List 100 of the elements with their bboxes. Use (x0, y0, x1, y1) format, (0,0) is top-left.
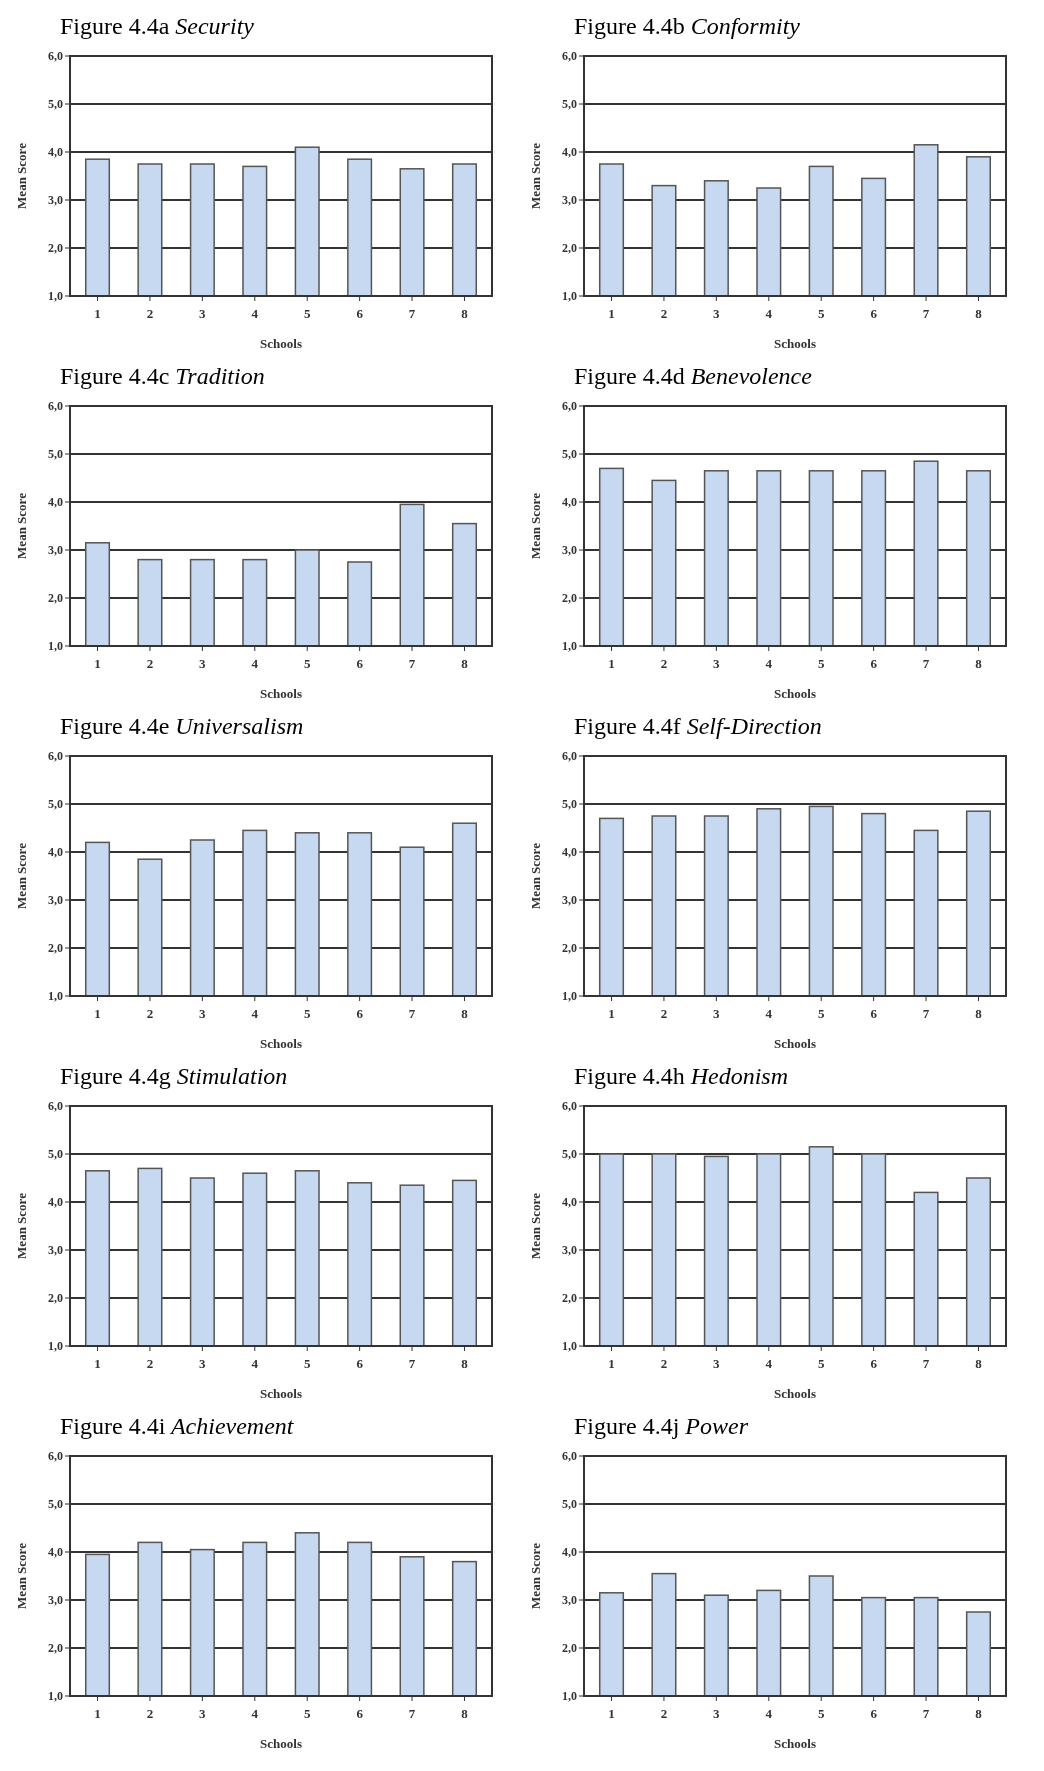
x-tick-label: 1 (608, 1006, 615, 1021)
x-tick-label: 8 (975, 1006, 983, 1021)
x-tick-label: 5 (817, 1006, 825, 1021)
x-tick-label: 2 (660, 306, 668, 321)
y-tick-label: 3,0 (562, 893, 577, 908)
x-tick-label: 7 (408, 656, 416, 671)
x-tick-label: 6 (870, 1706, 878, 1721)
y-tick-label: 3,0 (48, 193, 63, 208)
x-tick-label: 1 (608, 306, 615, 321)
y-tick-label: 2,0 (48, 1291, 63, 1306)
x-tick-label: 3 (713, 1706, 721, 1721)
x-tick-label: 5 (817, 306, 825, 321)
y-tick-label: 4,0 (48, 845, 63, 860)
x-tick-label: 8 (975, 656, 983, 671)
y-tick-label: 4,0 (48, 1195, 63, 1210)
x-tick-label: 2 (660, 656, 668, 671)
y-tick-label: 2,0 (562, 1641, 577, 1656)
chart-title: Figure 4.4g Stimulation (60, 1063, 288, 1089)
x-tick-label: 2 (660, 1006, 668, 1021)
x-tick-label: 5 (817, 656, 825, 671)
x-tick-label: 3 (199, 656, 207, 671)
x-tick-label: 7 (922, 1356, 930, 1371)
y-tick-label: 3,0 (562, 1593, 577, 1608)
x-tick-label: 6 (356, 1356, 364, 1371)
y-axis-title: Mean Score (528, 492, 543, 559)
chart-title: Figure 4.4f Self-Direction (574, 713, 822, 739)
x-tick-label: 4 (765, 306, 773, 321)
x-tick-label: 6 (356, 1006, 364, 1021)
y-tick-label: 2,0 (48, 1641, 63, 1656)
x-tick-label: 4 (251, 1706, 259, 1721)
x-tick-label: 2 (146, 1706, 154, 1721)
x-tick-label: 8 (975, 1706, 983, 1721)
y-tick-label: 6,0 (48, 399, 63, 414)
chart-title: Figure 4.4h Hedonism (574, 1063, 788, 1089)
y-tick-label: 1,0 (562, 1689, 577, 1704)
x-tick-label: 2 (146, 1006, 154, 1021)
y-tick-label: 1,0 (562, 989, 577, 1004)
x-tick-label: 7 (408, 1706, 416, 1721)
y-axis-title: Mean Score (528, 142, 543, 209)
x-axis-title: Schools (260, 1036, 302, 1051)
chart-title: Figure 4.4i Achievement (60, 1413, 295, 1439)
y-tick-label: 5,0 (562, 1147, 577, 1162)
y-tick-label: 2,0 (562, 591, 577, 606)
x-tick-label: 7 (922, 306, 930, 321)
x-tick-label: 6 (356, 1706, 364, 1721)
x-tick-label: 6 (870, 1356, 878, 1371)
y-tick-label: 1,0 (562, 1339, 577, 1354)
x-tick-label: 7 (922, 1006, 930, 1021)
chart-title: Figure 4.4a Security (60, 13, 255, 39)
y-tick-label: 5,0 (562, 447, 577, 462)
y-tick-label: 4,0 (562, 1545, 577, 1560)
x-tick-label: 1 (94, 1706, 101, 1721)
x-axis-title: Schools (774, 1386, 816, 1401)
y-tick-label: 2,0 (562, 941, 577, 956)
y-tick-label: 1,0 (48, 639, 63, 654)
x-tick-label: 6 (870, 656, 878, 671)
x-tick-label: 2 (660, 1356, 668, 1371)
x-tick-label: 2 (146, 1356, 154, 1371)
x-tick-label: 4 (765, 1356, 773, 1371)
y-axis-title: Mean Score (14, 1542, 29, 1609)
chart-title: Figure 4.4b Conformity (574, 13, 801, 39)
x-tick-label: 5 (303, 1356, 311, 1371)
y-tick-label: 1,0 (48, 989, 63, 1004)
x-tick-label: 1 (608, 1706, 615, 1721)
y-tick-label: 6,0 (48, 1449, 63, 1464)
x-tick-label: 5 (817, 1356, 825, 1371)
y-tick-label: 1,0 (562, 289, 577, 304)
x-tick-label: 4 (765, 1706, 773, 1721)
x-tick-label: 5 (303, 1706, 311, 1721)
x-tick-label: 1 (94, 656, 101, 671)
x-tick-label: 8 (461, 1006, 469, 1021)
y-tick-label: 4,0 (48, 145, 63, 160)
y-tick-label: 3,0 (562, 1243, 577, 1258)
x-axis-title: Schools (774, 686, 816, 701)
y-tick-label: 1,0 (48, 1689, 63, 1704)
x-tick-label: 8 (461, 1706, 469, 1721)
x-axis-title: Schools (260, 336, 302, 351)
y-tick-label: 5,0 (48, 97, 63, 112)
x-tick-label: 8 (461, 306, 469, 321)
x-tick-label: 6 (870, 306, 878, 321)
y-tick-label: 2,0 (48, 941, 63, 956)
y-axis-title: Mean Score (14, 142, 29, 209)
x-tick-label: 3 (199, 1706, 207, 1721)
y-tick-label: 1,0 (48, 289, 63, 304)
y-tick-label: 5,0 (48, 797, 63, 812)
y-tick-label: 5,0 (562, 797, 577, 812)
x-tick-label: 6 (870, 1006, 878, 1021)
x-tick-label: 3 (713, 656, 721, 671)
y-tick-label: 3,0 (48, 1593, 63, 1608)
x-tick-label: 8 (975, 1356, 983, 1371)
y-tick-label: 2,0 (562, 1291, 577, 1306)
y-axis-title: Mean Score (14, 492, 29, 559)
x-tick-label: 1 (94, 1356, 101, 1371)
x-tick-label: 3 (199, 1356, 207, 1371)
x-tick-label: 4 (251, 1356, 259, 1371)
chart-title: Figure 4.4d Benevolence (574, 363, 813, 389)
x-tick-label: 4 (251, 306, 259, 321)
x-tick-label: 8 (975, 306, 983, 321)
y-tick-label: 3,0 (48, 893, 63, 908)
x-axis-title: Schools (774, 1736, 816, 1751)
